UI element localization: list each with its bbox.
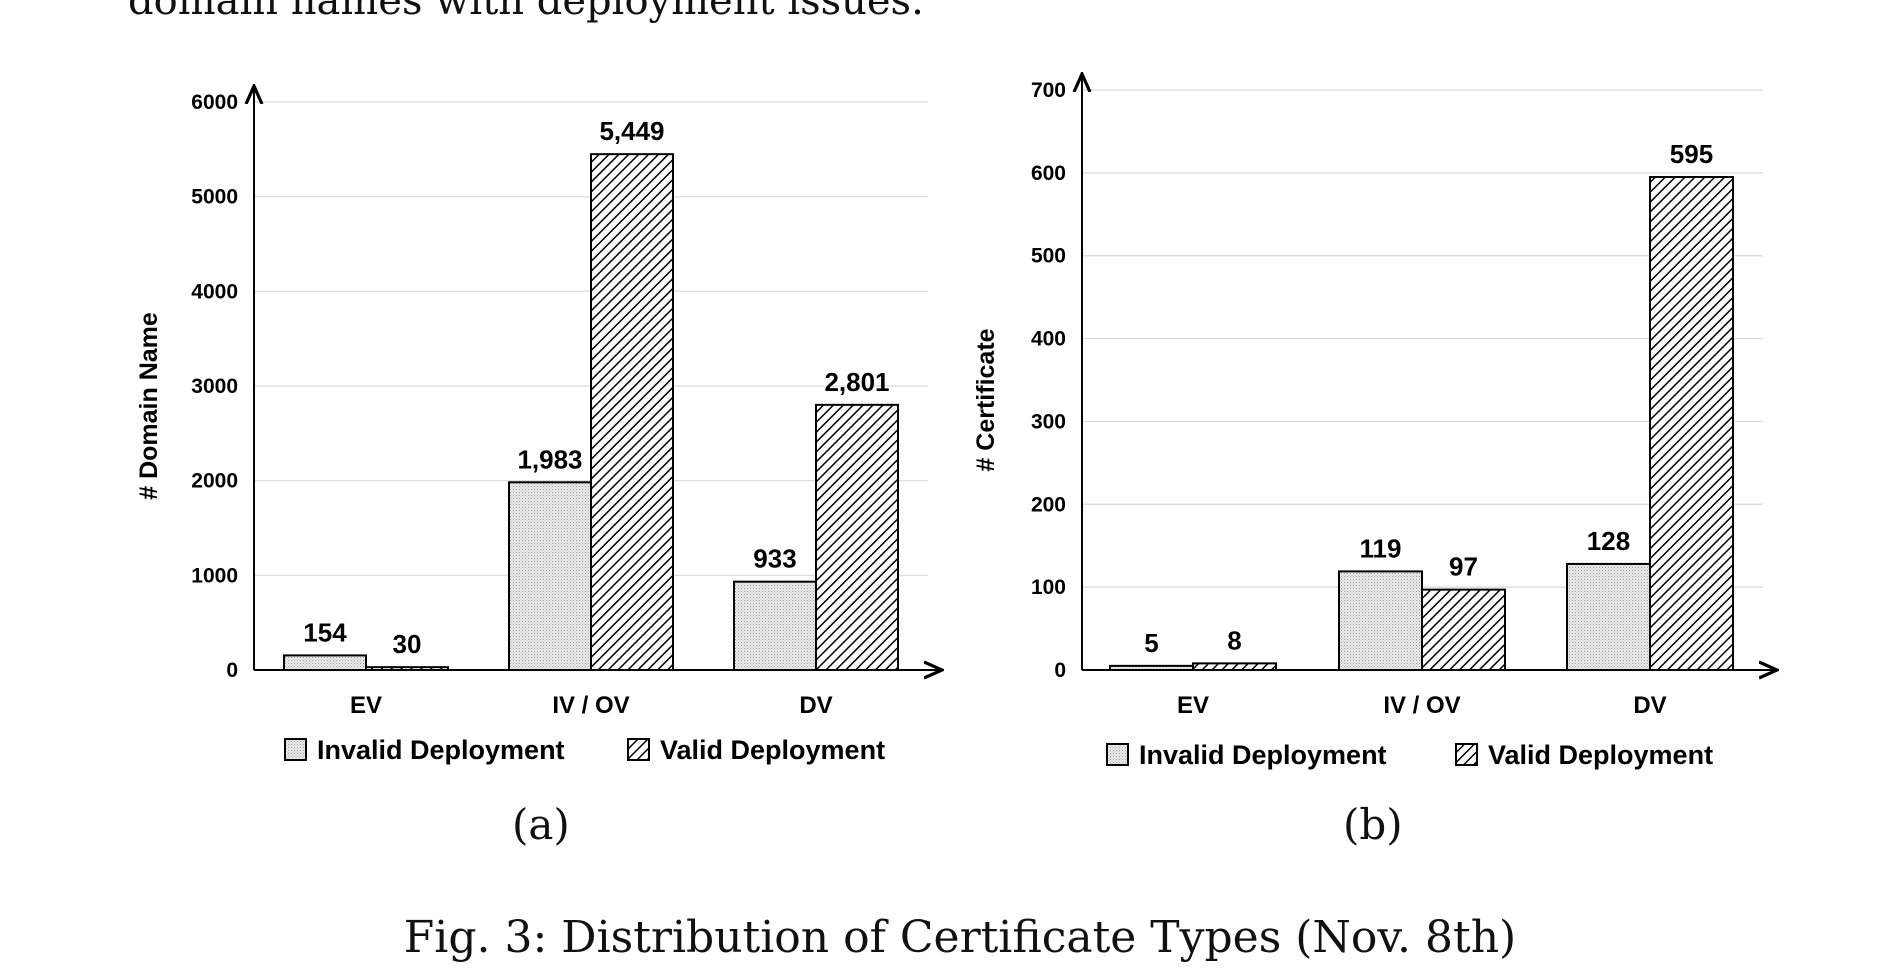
legend-swatch-invalid <box>1106 743 1129 766</box>
legend-swatch-valid <box>1455 743 1478 766</box>
bar-invalid-deployment <box>1338 570 1423 672</box>
bar-value-label: 933 <box>753 544 796 574</box>
x-tick-label: EV <box>350 692 382 719</box>
x-tick-label: IV / OV <box>552 692 629 719</box>
y-axis-title: # Certificate <box>972 328 1000 471</box>
chart-panel-b: 0 100 200 300 400 500 600 700 # Certificate 5 8 EV 1… <box>972 76 1775 770</box>
bar-invalid-deployment <box>508 481 592 671</box>
bar-valid-deployment <box>1649 176 1734 671</box>
bar-value-label: 97 <box>1449 552 1478 582</box>
bar-value-label: 5,449 <box>599 116 664 146</box>
bar-value-label: 1,983 <box>517 444 582 474</box>
y-tick-label: 5000 <box>191 186 238 209</box>
y-tick-label: 700 <box>1031 79 1066 102</box>
legend-label-invalid: Invalid Deployment <box>317 735 565 765</box>
y-tick-label: 200 <box>1031 493 1066 516</box>
bar-invalid-deployment <box>1566 562 1651 672</box>
y-tick-label: 0 <box>226 659 238 682</box>
x-tick-label: EV <box>1177 692 1209 719</box>
y-tick-label: 500 <box>1031 245 1066 268</box>
legend-label-invalid: Invalid Deployment <box>1139 740 1387 770</box>
bar-value-label: 595 <box>1670 139 1713 169</box>
y-tick-label: 4000 <box>191 280 238 303</box>
y-tick-label: 1000 <box>191 564 238 587</box>
bar-value-label: 30 <box>393 629 422 659</box>
bar-value-label: 5 <box>1144 628 1158 658</box>
chart-panel-a: 0 1000 2000 3000 4000 5000 6000 # Domain Name 15… <box>135 88 940 765</box>
bar-valid-deployment <box>815 403 899 671</box>
legend-label-valid: Valid Deployment <box>660 735 885 765</box>
bar-value-label: 154 <box>303 617 347 647</box>
bar-value-label: 128 <box>1587 526 1630 556</box>
y-tick-label: 0 <box>1054 659 1066 682</box>
context-text: domain names with deployment issues. <box>128 0 924 24</box>
panel-label-b: (b) <box>1343 800 1403 849</box>
x-tick-label: DV <box>1633 692 1666 719</box>
legend-label-valid: Valid Deployment <box>1488 740 1713 770</box>
figure-caption: Fig. 3: Distribution of Certificate Type… <box>403 912 1517 963</box>
legend-swatch-invalid <box>284 738 307 761</box>
y-tick-label: 6000 <box>191 91 238 114</box>
bar-invalid-deployment <box>733 580 817 672</box>
bar-valid-deployment <box>1421 588 1506 672</box>
bar-value-label: 119 <box>1360 533 1402 563</box>
y-tick-label: 3000 <box>191 375 238 398</box>
panel-label-a: (a) <box>512 800 570 849</box>
y-tick-label: 600 <box>1031 162 1066 185</box>
y-axis-title: # Domain Name <box>135 312 163 500</box>
y-tick-label: 100 <box>1031 576 1066 599</box>
bar-value-label: 8 <box>1227 625 1241 655</box>
bar-invalid-deployment <box>283 654 367 671</box>
legend-swatch-valid <box>627 738 650 761</box>
x-tick-label: DV <box>799 692 832 719</box>
bar-valid-deployment <box>590 153 674 672</box>
x-tick-label: IV / OV <box>1383 692 1460 719</box>
bar-value-label: 2,801 <box>824 367 889 397</box>
y-tick-label: 300 <box>1031 410 1066 433</box>
y-tick-label: 2000 <box>191 470 238 493</box>
y-tick-label: 400 <box>1031 328 1066 351</box>
